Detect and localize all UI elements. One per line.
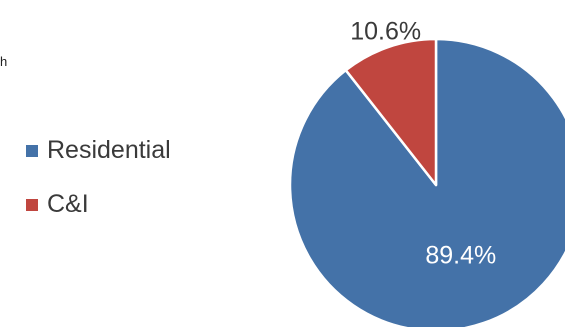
truncated-text: h xyxy=(0,54,8,69)
legend-label-residential: Residential xyxy=(47,136,171,164)
pie-slice-residential xyxy=(288,37,565,327)
pie-slice-ci xyxy=(344,37,438,187)
data-label-ci: 10.6% xyxy=(350,17,421,45)
data-label-residential: 89.4% xyxy=(425,241,496,269)
legend-item-ci: C&I xyxy=(26,190,171,219)
legend-swatch-ci xyxy=(26,198,38,211)
legend-label-ci: C&I xyxy=(47,190,89,218)
pie-slices xyxy=(288,37,565,327)
chart-legend: Residential C&I xyxy=(26,136,171,244)
pie-data-labels: 89.4% 10.6% xyxy=(350,17,496,269)
legend-item-residential: Residential xyxy=(26,136,171,165)
legend-swatch-residential xyxy=(26,144,38,157)
